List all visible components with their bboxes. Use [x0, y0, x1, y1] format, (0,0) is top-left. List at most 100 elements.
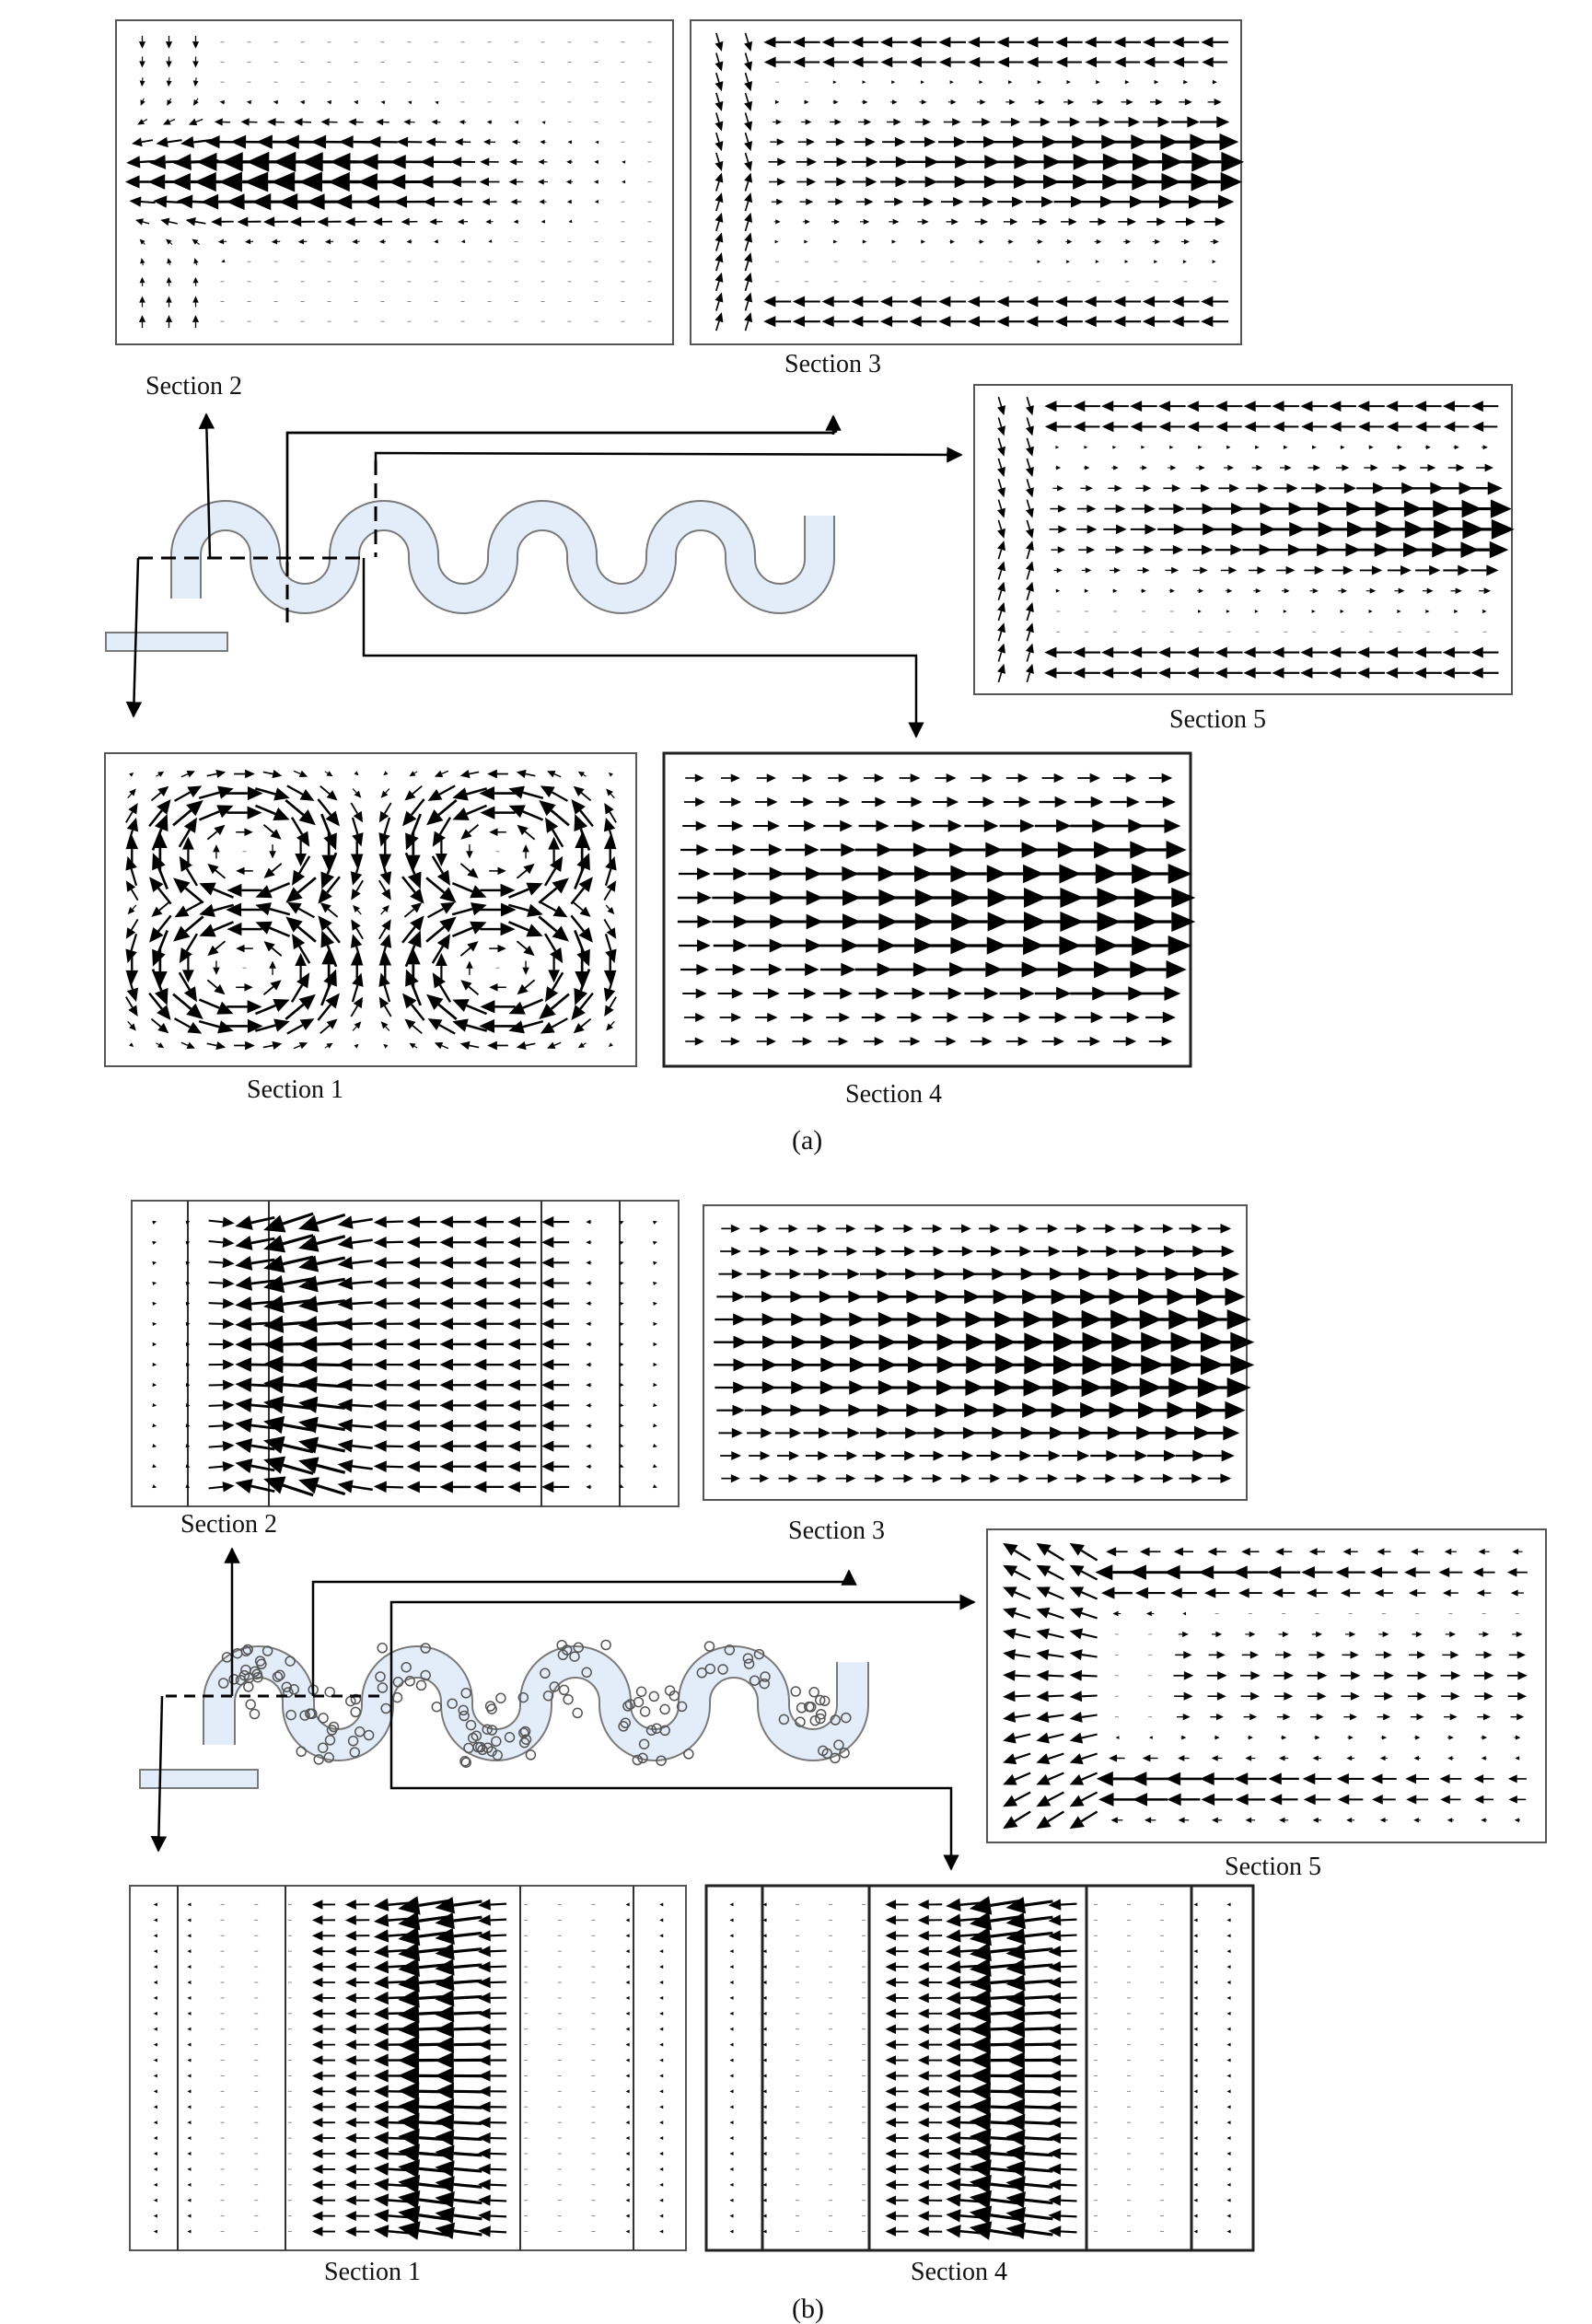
vector-arrow-head [398, 2097, 420, 2117]
vector-arrow-head [1284, 587, 1290, 594]
vector-arrow-head [594, 200, 599, 203]
vector-arrow-head [473, 1338, 487, 1351]
vector-arrow-head [715, 292, 724, 303]
vector-arrow [351, 984, 359, 1003]
panel-a: Section 2 Section 3 Section 5 Section 1 … [104, 19, 1515, 1156]
vector-arrow-head [236, 944, 245, 953]
vector-arrow-head [1036, 1732, 1050, 1744]
vector-arrow [254, 787, 276, 796]
vector-arrow-head [1112, 1610, 1119, 1617]
vector-arrow-head [1090, 796, 1104, 808]
vector-arrow [326, 925, 341, 944]
vector-arrow [583, 1042, 587, 1046]
vector-arrow-head [1162, 1473, 1174, 1483]
vector-arrow-head [541, 1257, 554, 1269]
vector-arrow-head [866, 177, 877, 187]
vector-arrow-head [165, 315, 173, 322]
vector-arrow-head [517, 983, 529, 995]
vector-arrow-head [406, 1338, 420, 1351]
vector-arrow [609, 996, 617, 1008]
vector-arrow-head [1512, 1549, 1519, 1555]
vector-arrow-head [479, 786, 495, 801]
vector-arrow-head [478, 2163, 491, 2175]
vector-arrow [490, 1934, 507, 1937]
vector-arrow-head [733, 1313, 747, 1326]
vector-arrow-head [149, 926, 164, 943]
vector-arrow [157, 914, 172, 933]
vector-arrow-head [344, 2148, 356, 2159]
vector-arrow-head [1026, 36, 1039, 48]
vector-arrow [317, 1004, 332, 1021]
vector-arrow-head [715, 81, 724, 92]
vector-arrow-head [1430, 482, 1445, 495]
vector-arrow [453, 2011, 482, 2016]
vector-arrow-head [1183, 1651, 1192, 1659]
vector-arrow [198, 1019, 220, 1028]
vector-arrow [744, 180, 750, 192]
vector-arrow [1080, 1810, 1098, 1823]
b-section-3-label: Section 3 [788, 1516, 885, 1545]
vector-arrow-head [1516, 1631, 1523, 1638]
vector-arrow-head [1130, 421, 1143, 433]
vector-arrow-head [485, 219, 492, 225]
vector-arrow-head [983, 175, 999, 189]
vector-arrow-head [196, 152, 217, 171]
vector-arrow-head [152, 1220, 157, 1225]
vector-arrow-head [344, 2117, 356, 2128]
vector-arrow-head [997, 56, 1009, 68]
vector-arrow [579, 969, 591, 992]
vector-arrow-head [969, 1958, 992, 1977]
vector-arrow-head [885, 2055, 896, 2065]
obstacle-circle [753, 1648, 765, 1660]
vector-arrow-head [1202, 56, 1214, 68]
obstacle-circle [486, 1725, 498, 1736]
obstacle-circle [324, 1686, 335, 1698]
b-section-5-vector-field [1003, 1542, 1528, 1830]
vector-arrow-head [1048, 2194, 1062, 2206]
vector-arrow-head [832, 80, 837, 84]
vector-arrow-head [470, 921, 487, 935]
vector-arrow-head [398, 2221, 421, 2240]
vector-arrow-head [980, 99, 986, 105]
vector-arrow-head [1129, 646, 1143, 658]
vector-arrow-head [218, 171, 242, 192]
vector-arrow-head [489, 982, 498, 992]
vector-arrow-head [192, 238, 199, 245]
vector-arrow-head [1039, 217, 1048, 226]
vector-arrow [453, 2027, 482, 2031]
vector-arrow-head [1226, 2152, 1231, 2156]
vector-arrow [385, 788, 390, 794]
vector-arrow-head [237, 216, 249, 227]
vector-arrow-head [1133, 1224, 1145, 1234]
vector-arrow [316, 1213, 346, 1226]
vector-arrow-head [373, 2006, 389, 2021]
vector-arrow [744, 221, 750, 232]
vector-arrow-head [126, 156, 141, 168]
vector-arrow-head [406, 1378, 420, 1391]
vector-arrow-head [1036, 1753, 1051, 1765]
vector-arrow-head [398, 2174, 421, 2194]
vector-arrow [610, 793, 615, 799]
vector-arrow-head [398, 2128, 420, 2147]
vector-arrow-head [1226, 610, 1230, 613]
vector-arrow-head [1442, 401, 1455, 413]
vector-arrow [583, 773, 587, 777]
vector-arrow [715, 92, 720, 103]
vector-arrow [1024, 2198, 1053, 2205]
vector-arrow-head [540, 785, 555, 798]
vector-arrow-head [298, 770, 308, 778]
vector-arrow-head [125, 927, 136, 939]
vector-arrow-head [1101, 667, 1114, 679]
obstacle-circle [549, 1681, 560, 1692]
vector-arrow [352, 1423, 373, 1429]
obstacle-circle [790, 1686, 801, 1697]
vector-arrow-head [380, 790, 389, 798]
vector-arrow-head [622, 160, 626, 164]
vector-arrow-head [1482, 1631, 1490, 1638]
vector-arrow-head [539, 199, 545, 204]
vector-arrow-head [439, 1236, 453, 1249]
vector-arrow-head [625, 2089, 630, 2094]
vector-arrow [1026, 590, 1031, 600]
vector-arrow-head [1036, 1669, 1049, 1681]
